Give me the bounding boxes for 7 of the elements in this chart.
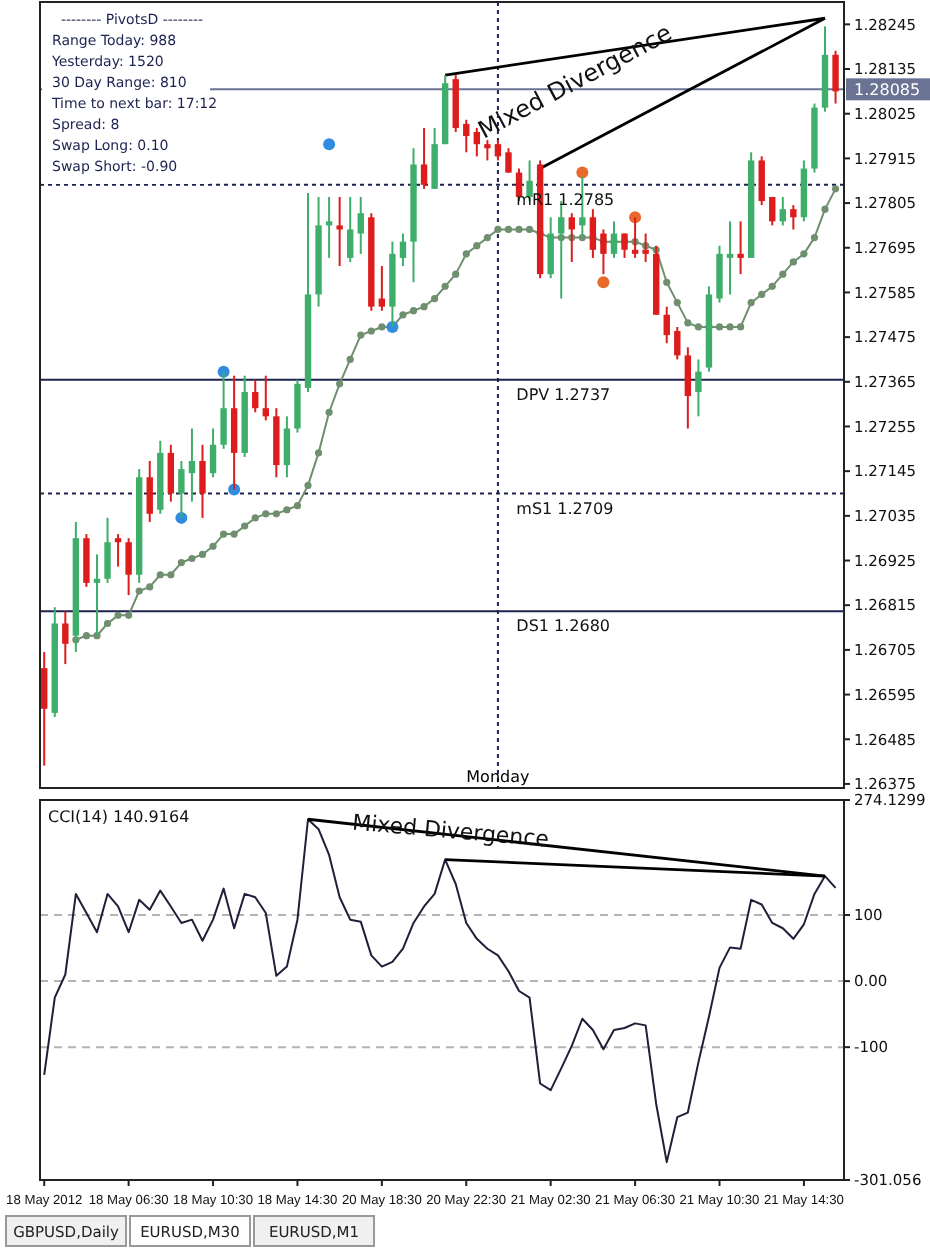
text: CCI(14) 140.9164: [48, 808, 190, 826]
ref-line-label: DPV 1.2737: [516, 385, 611, 404]
ref-line-label: DS1 1.2680: [516, 617, 611, 636]
ref-line-label: mS1 1.2709: [516, 499, 614, 518]
x-tick-label: Monday: [466, 768, 531, 786]
annotation: Mixed Divergence: [351, 809, 551, 853]
ref-line-label: 1.28085: [854, 80, 921, 99]
